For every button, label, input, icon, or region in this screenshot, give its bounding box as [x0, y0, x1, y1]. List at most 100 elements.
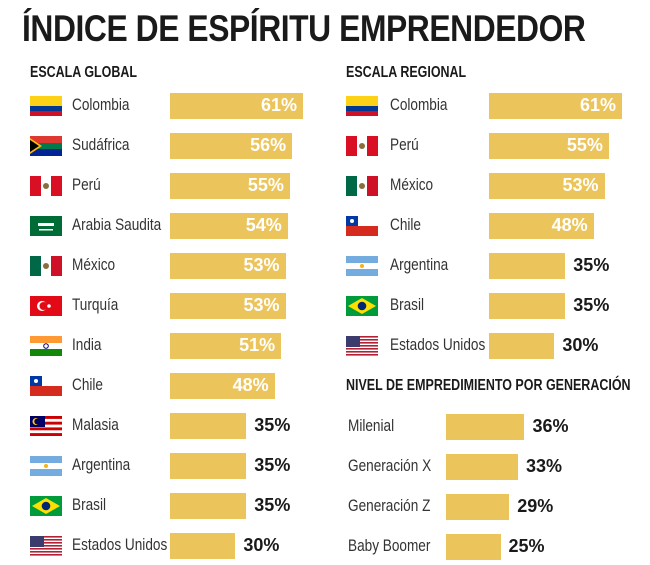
- value-label: 35%: [573, 295, 610, 315]
- flag-my-icon: [30, 416, 62, 436]
- bar: [170, 253, 286, 279]
- flag-in-icon: [30, 336, 62, 356]
- bar-row: Brasil 35%: [0, 293, 650, 319]
- value-label: 53%: [243, 295, 280, 315]
- category-label: Milenial: [348, 416, 395, 435]
- value-label: 30%: [562, 335, 599, 355]
- flag-ar-icon: [30, 456, 62, 476]
- bar: [170, 93, 303, 119]
- flag-co-icon: [30, 96, 62, 116]
- value-label: 35%: [254, 415, 291, 435]
- bar: [489, 293, 566, 319]
- bar: [170, 293, 286, 319]
- category-label: Chile: [390, 215, 421, 234]
- bar: [446, 454, 518, 480]
- bar-row: Estados Unidos 30%: [0, 333, 650, 359]
- bar-row: Perú 55%: [0, 173, 650, 199]
- bar: [170, 533, 236, 559]
- value-label: 53%: [562, 175, 599, 195]
- section-title: ESCALA GLOBAL: [30, 64, 138, 81]
- category-label: Generación Z: [348, 496, 431, 515]
- section-title: ESCALA REGIONAL: [346, 64, 467, 81]
- value-label: 35%: [254, 495, 291, 515]
- bar: [489, 173, 605, 199]
- value-label: 55%: [566, 135, 603, 155]
- category-label: Sudáfrica: [72, 135, 130, 154]
- flag-sa-icon: [30, 216, 62, 236]
- category-label: México: [390, 175, 434, 194]
- bar-row: Brasil 35%: [0, 493, 650, 519]
- category-label: Baby Boomer: [348, 536, 431, 555]
- category-label: Perú: [72, 175, 101, 194]
- category-label: Estados Unidos: [72, 535, 168, 554]
- flag-br-icon: [30, 496, 62, 516]
- flag-tr-icon: [30, 296, 62, 316]
- category-label: Generación X: [348, 456, 432, 475]
- flag-mx-icon: [346, 176, 378, 196]
- value-label: 36%: [532, 416, 569, 436]
- value-label: 55%: [247, 175, 284, 195]
- flag-pe-icon: [30, 176, 62, 196]
- flag-us-icon: [30, 536, 62, 556]
- category-label: Turquía: [72, 295, 119, 314]
- category-label: Brasil: [72, 495, 107, 514]
- bar: [489, 133, 609, 159]
- bar: [170, 373, 275, 399]
- bar-row: México 53%: [0, 173, 650, 199]
- bar: [489, 93, 622, 119]
- bar-row: Colombia 61%: [0, 93, 650, 119]
- bar-row: Baby Boomer 25%: [0, 534, 650, 560]
- value-label: 51%: [239, 335, 276, 355]
- category-label: Argentina: [390, 255, 449, 274]
- flag-za-icon: [30, 136, 62, 156]
- bar-row: Generación Z 29%: [0, 494, 650, 520]
- flag-br-icon: [346, 296, 378, 316]
- category-label: México: [72, 255, 116, 274]
- bar: [170, 213, 288, 239]
- value-label: 33%: [525, 456, 562, 476]
- flag-cl-icon: [30, 376, 62, 396]
- value-label: 35%: [254, 455, 291, 475]
- bar-row: Argentina 35%: [0, 453, 650, 479]
- section-title: NIVEL DE EMPREDIMIENTO POR GENERACIÓN: [346, 377, 631, 394]
- bar-row: India 51%: [0, 333, 650, 359]
- bar-row: Argentina 35%: [0, 253, 650, 279]
- bar: [489, 253, 566, 279]
- bar: [170, 453, 247, 479]
- bar-row: Perú 55%: [0, 133, 650, 159]
- category-label: Brasil: [390, 295, 425, 314]
- value-label: 61%: [579, 95, 616, 115]
- bar: [170, 333, 282, 359]
- flag-mx-icon: [30, 256, 62, 276]
- category-label: Malasia: [72, 415, 119, 434]
- bar-row: Sudáfrica 56%: [0, 133, 650, 159]
- value-label: 53%: [243, 255, 280, 275]
- category-label: Estados Unidos: [390, 335, 486, 354]
- value-label: 48%: [551, 215, 588, 235]
- category-label: Perú: [390, 135, 419, 154]
- bar-row: Arabia Saudita 54%: [0, 213, 650, 239]
- value-label: 48%: [232, 375, 269, 395]
- bar-row: Colombia 61%: [0, 93, 650, 119]
- category-label: India: [72, 335, 102, 354]
- bar-row: México 53%: [0, 253, 650, 279]
- value-label: 54%: [245, 215, 282, 235]
- bar: [170, 493, 247, 519]
- category-label: Chile: [72, 375, 103, 394]
- flag-us-icon: [346, 336, 378, 356]
- bar-row: Estados Unidos 30%: [0, 533, 650, 559]
- flag-ar-icon: [346, 256, 378, 276]
- bar-row: Chile 48%: [0, 373, 650, 399]
- category-label: Colombia: [390, 95, 448, 114]
- page-title: ÍNDICE DE ESPÍRITU EMPRENDEDOR: [22, 8, 586, 49]
- category-label: Colombia: [72, 95, 130, 114]
- value-label: 35%: [573, 255, 610, 275]
- value-label: 29%: [517, 496, 554, 516]
- bar: [446, 494, 510, 520]
- bar: [170, 173, 290, 199]
- flag-co-icon: [346, 96, 378, 116]
- bar-row: Generación X 33%: [0, 454, 650, 480]
- bar: [446, 534, 501, 560]
- value-label: 61%: [260, 95, 297, 115]
- flag-pe-icon: [346, 136, 378, 156]
